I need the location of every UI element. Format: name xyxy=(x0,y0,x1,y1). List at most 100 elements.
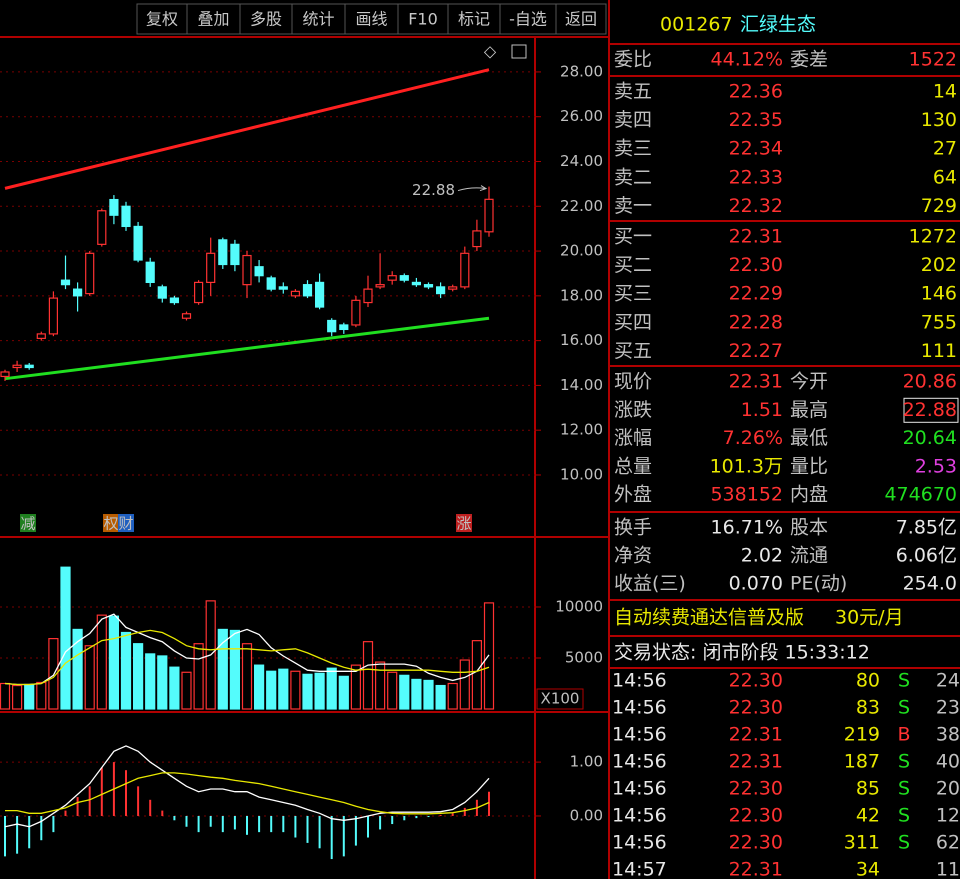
field-value: 22.88 xyxy=(903,399,957,421)
candle-body xyxy=(399,275,409,281)
field-value: 7.26% xyxy=(723,427,783,449)
toolbar-button[interactable] xyxy=(499,3,557,35)
y-tick-label: 24.00 xyxy=(560,152,603,170)
field-value: 20.64 xyxy=(903,427,957,449)
tick-volume: 187 xyxy=(844,751,880,773)
candle-body xyxy=(327,319,337,333)
toolbar-button[interactable] xyxy=(136,3,188,35)
field-label: 委差 xyxy=(790,49,828,71)
average-line xyxy=(5,772,490,815)
book-label: 买三 xyxy=(614,283,652,305)
toolbar-button[interactable] xyxy=(447,3,501,35)
book-volume: 1272 xyxy=(909,226,957,248)
unit-label: X100 xyxy=(541,690,580,708)
candle-body xyxy=(411,281,421,286)
tick-count: 23 xyxy=(936,697,960,719)
trade-status: 交易状态: 闭市阶段 15:33:12 xyxy=(614,642,870,664)
field-label: 收益(三) xyxy=(614,573,686,595)
volume-bar xyxy=(145,653,156,710)
toolbar-button[interactable] xyxy=(397,3,449,35)
candle-body xyxy=(254,266,264,277)
average-line xyxy=(4,613,490,686)
book-volume: 202 xyxy=(921,254,957,276)
candle-body xyxy=(48,297,59,335)
volume-bar xyxy=(157,655,168,710)
book-volume: 755 xyxy=(921,311,957,333)
tick-time: 14:56 xyxy=(612,805,667,827)
tick-price: 22.31 xyxy=(729,859,783,879)
field-label: 内盘 xyxy=(790,484,828,506)
field-value: 6.06亿 xyxy=(896,545,957,567)
candle-body xyxy=(169,297,179,304)
ad-banner[interactable] xyxy=(610,601,960,635)
candle-body xyxy=(351,299,361,326)
field-label: 最低 xyxy=(790,427,828,449)
volume-bar xyxy=(290,670,301,710)
unit-box xyxy=(536,688,584,710)
ad-text: 自动续费通达信普及版 xyxy=(614,607,804,629)
candle-body xyxy=(290,290,300,297)
tick-time: 14:56 xyxy=(612,724,667,746)
candle-body xyxy=(157,286,167,299)
annotation-arrow xyxy=(457,185,488,192)
candle-body xyxy=(266,277,276,290)
candle-body xyxy=(230,243,240,266)
tick-side: S xyxy=(898,697,910,719)
volume-bar xyxy=(387,671,398,710)
tick-volume: 311 xyxy=(844,832,880,854)
candle-body xyxy=(97,210,107,245)
toolbar-button[interactable] xyxy=(555,3,607,35)
toolbar-button[interactable] xyxy=(186,3,241,35)
volume-bar xyxy=(0,682,11,710)
tick-price: 22.31 xyxy=(729,724,783,746)
volume-bar xyxy=(375,661,386,710)
tick-time: 14:56 xyxy=(612,751,667,773)
candle-body xyxy=(278,286,288,290)
candle-body xyxy=(436,286,446,295)
candle-body xyxy=(315,281,325,308)
volume-bar xyxy=(350,664,361,710)
tick-side: B xyxy=(897,724,910,746)
event-marker[interactable] xyxy=(103,514,119,532)
book-volume: 14 xyxy=(933,81,957,103)
event-marker[interactable] xyxy=(20,514,36,532)
tick-price: 22.31 xyxy=(729,751,783,773)
field-label: 今开 xyxy=(790,371,828,393)
book-label: 卖一 xyxy=(614,195,652,217)
book-price: 22.32 xyxy=(729,195,783,217)
field-value: 20.86 xyxy=(903,371,957,393)
tick-volume: 42 xyxy=(856,805,880,827)
field-label: 量比 xyxy=(790,455,828,477)
field-value: 16.71% xyxy=(711,517,783,539)
field-value: 22.31 xyxy=(729,371,783,393)
diamond-icon: ◇ xyxy=(484,42,497,61)
tick-side: S xyxy=(898,832,910,854)
event-marker[interactable] xyxy=(456,514,472,532)
tick-count: 12 xyxy=(936,805,960,827)
tick-price: 22.30 xyxy=(729,697,783,719)
volume-bar xyxy=(314,672,325,710)
field-value: 101.3万 xyxy=(710,455,783,477)
event-marker[interactable] xyxy=(118,514,134,532)
candle-body xyxy=(423,284,434,288)
book-price: 22.27 xyxy=(729,340,783,362)
toolbar-label: 返回 xyxy=(565,10,597,29)
field-value: 474670 xyxy=(884,484,957,506)
volume-bar xyxy=(133,643,144,710)
volume-bar xyxy=(362,641,374,710)
tick-price: 22.30 xyxy=(729,778,783,800)
y-tick-label: 12.00 xyxy=(560,421,603,439)
y-tick-label: 10000 xyxy=(555,597,603,615)
tick-side: S xyxy=(898,805,910,827)
volume-bar xyxy=(411,678,422,710)
volume-bar xyxy=(12,684,23,710)
tick-price: 22.30 xyxy=(729,805,783,827)
volume-bar xyxy=(193,643,204,710)
volume-bar xyxy=(423,679,434,710)
field-label: 现价 xyxy=(614,371,652,393)
toolbar-label: 画线 xyxy=(355,10,387,29)
tick-volume: 219 xyxy=(844,724,880,746)
book-volume: 64 xyxy=(933,166,957,188)
